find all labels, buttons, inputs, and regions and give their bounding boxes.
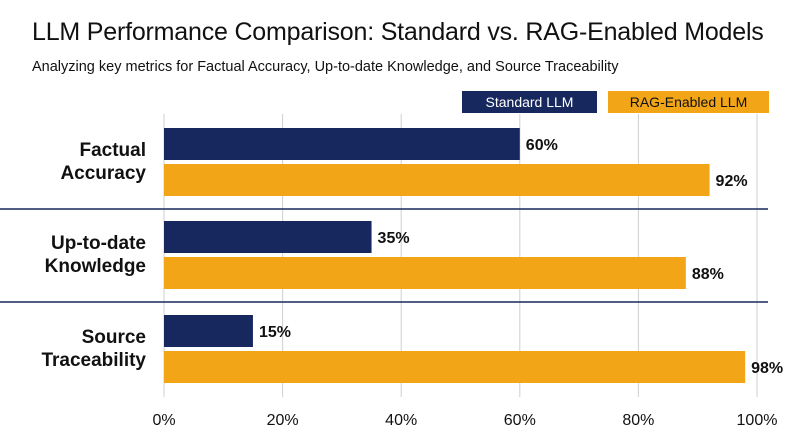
category-label-2-line-1: Traceability [41, 350, 146, 371]
bar-standard-2 [164, 315, 253, 347]
x-tick-label-5: 100% [737, 412, 778, 429]
x-tick-label-0: 0% [152, 412, 175, 429]
bar-standard-0 [164, 128, 520, 160]
bar-standard-1 [164, 221, 372, 253]
chart-subtitle: Analyzing key metrics for Factual Accura… [32, 59, 619, 75]
data-label-standard-0: 60% [526, 137, 558, 154]
chart-title: LLM Performance Comparison: Standard vs.… [32, 18, 764, 46]
category-label-1-line-0: Up-to-date [51, 233, 146, 254]
data-label-standard-2: 15% [259, 324, 291, 341]
category-label-0-line-1: Accuracy [60, 163, 146, 184]
legend-standard-swatch [462, 91, 597, 113]
category-label-0-line-0: Factual [79, 140, 146, 161]
category-label-2-line-0: Source [82, 327, 146, 348]
x-tick-label-2: 40% [385, 412, 417, 429]
data-label-rag-0: 92% [716, 173, 748, 190]
data-label-rag-2: 98% [751, 360, 783, 377]
x-tick-label-1: 20% [267, 412, 299, 429]
bar-rag-2 [164, 351, 746, 383]
legend-standard-label: Standard LLM [486, 94, 574, 110]
bar-rag-0 [164, 164, 710, 196]
data-label-rag-1: 88% [692, 266, 724, 283]
x-tick-label-4: 80% [622, 412, 654, 429]
legend-rag-swatch [608, 91, 769, 113]
bar-rag-1 [164, 257, 686, 289]
x-tick-label-3: 60% [504, 412, 536, 429]
data-label-standard-1: 35% [378, 230, 410, 247]
category-label-1-line-1: Knowledge [45, 256, 146, 277]
legend-rag-label: RAG-Enabled LLM [630, 94, 748, 110]
